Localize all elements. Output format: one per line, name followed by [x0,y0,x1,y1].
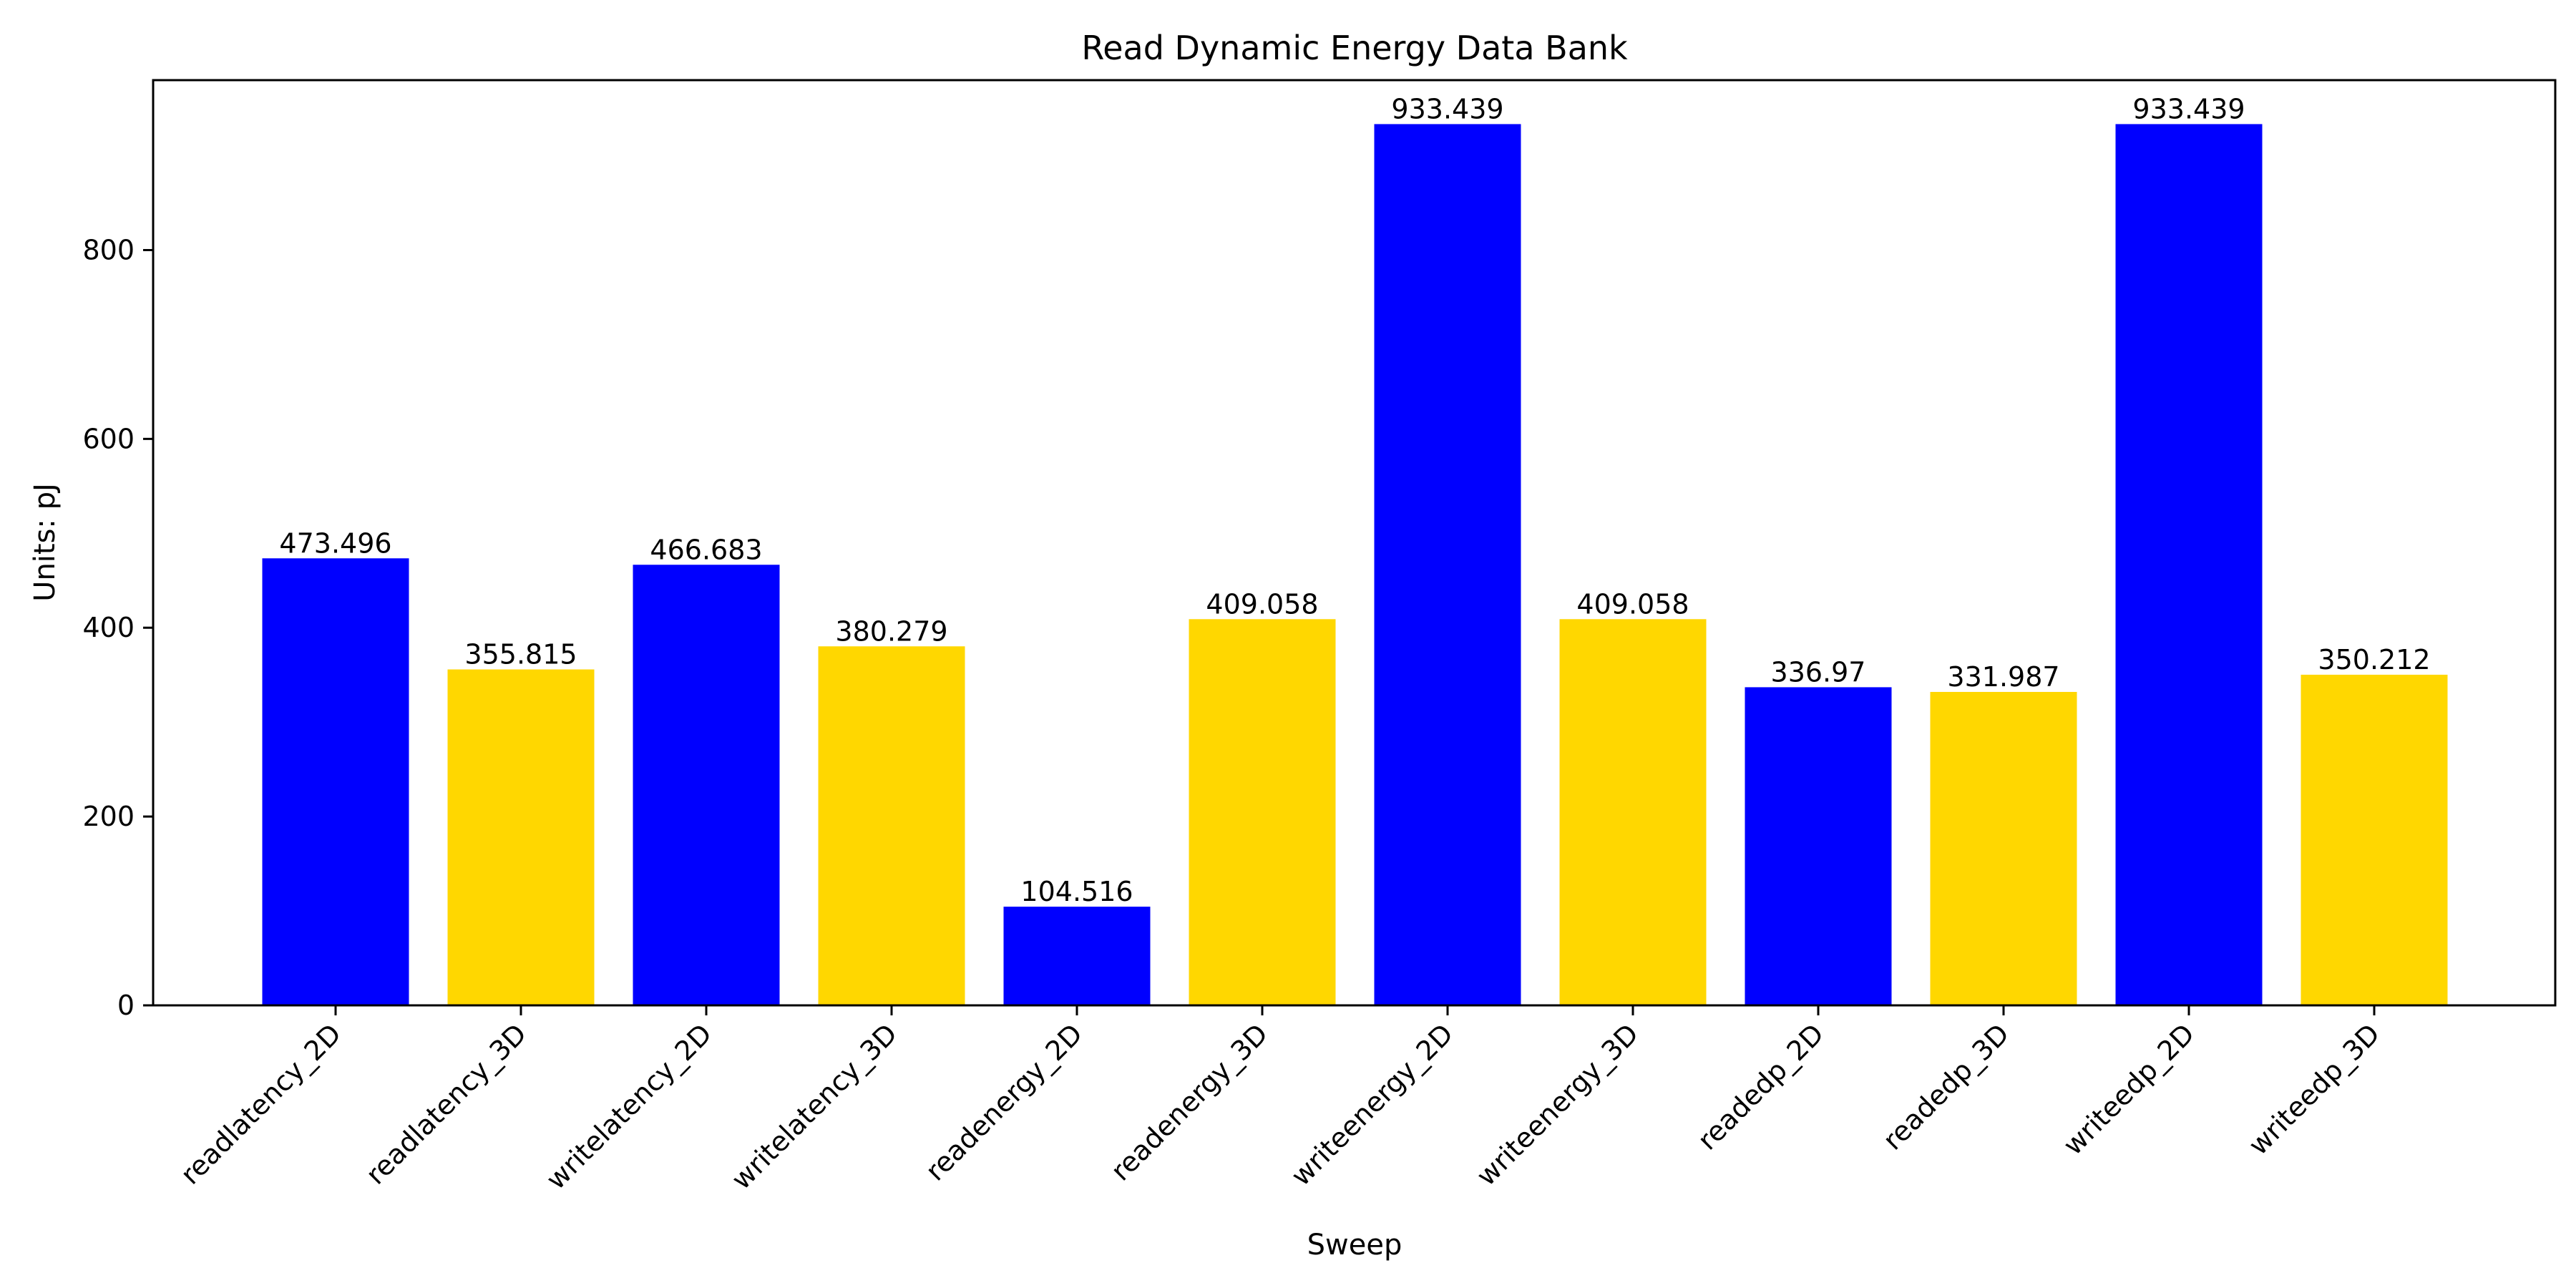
y-tick-label: 600 [82,423,135,454]
x-tick-label: writeedp_3D [2243,1018,2386,1161]
bar [2301,674,2448,1005]
bar-value-label: 409.058 [1206,588,1318,620]
bar [1559,619,1707,1005]
y-tick-label: 200 [82,801,135,832]
x-tick-label: readlatency_3D [360,1018,533,1191]
bar-value-label: 380.279 [835,615,947,647]
y-axis-label: Units: pJ [29,483,62,602]
x-tick-label: readenergy_3D [1105,1018,1274,1186]
x-tick-label: readenergy_2D [919,1018,1088,1186]
x-axis-label: Sweep [1307,1229,1402,1262]
bar [262,558,409,1005]
bar [1189,619,1336,1005]
y-tick-label: 800 [82,234,135,265]
x-tick-label: writeedp_2D [2057,1018,2201,1161]
bar [1374,124,1521,1005]
x-tick-label: readedp_3D [1877,1018,2015,1156]
bar-value-label: 473.496 [279,527,391,559]
bar [1930,691,2077,1005]
y-tick-label: 0 [117,990,135,1021]
bar [818,646,965,1005]
bar-value-label: 933.439 [1391,93,1503,125]
y-tick-label: 400 [82,612,135,643]
x-tick-label: readlatency_2D [175,1018,348,1191]
bar [1745,687,1892,1005]
bar-value-label: 331.987 [1947,661,2059,693]
bar [633,565,780,1005]
bar [447,669,595,1005]
bar-value-label: 355.815 [464,639,577,670]
x-tick-label: writelatency_2D [540,1018,718,1196]
bar-value-label: 933.439 [2132,93,2245,125]
bar [2115,124,2263,1005]
x-tick-label: readedp_2D [1692,1018,1830,1156]
bar-value-label: 466.683 [650,534,762,565]
bar-value-label: 104.516 [1020,876,1133,907]
bar-value-label: 409.058 [1576,588,1689,620]
x-tick-label: writelatency_3D [726,1018,904,1196]
bar-value-label: 336.97 [1771,656,1866,688]
bar [1003,907,1151,1005]
x-tick-label: writeenergy_2D [1285,1018,1460,1192]
bar-value-label: 350.212 [2318,644,2430,675]
x-tick-label: writeenergy_3D [1470,1018,1645,1192]
chart-title: Read Dynamic Energy Data Bank [1081,29,1628,67]
plot-area: 0 200 400 600 800 473.496 readlatency_2D 355.81… [82,93,2448,1196]
plot-frame [152,79,2557,1007]
